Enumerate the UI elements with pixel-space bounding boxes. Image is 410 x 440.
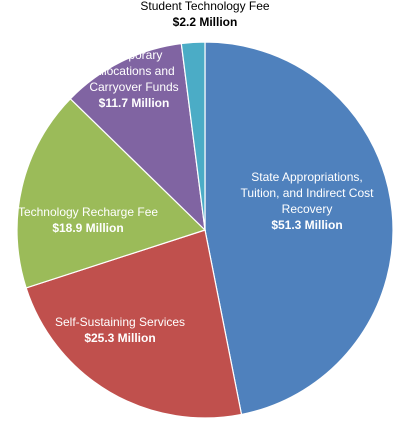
slice-value-label: $11.7 Million <box>99 96 170 110</box>
slice-label-student-technology-fee: Student Technology Fee $2.2 Million <box>140 0 270 29</box>
slice-label-line: Tuition, and Indirect Cost <box>241 186 375 200</box>
slice-label-line: Self-Sustaining Services <box>55 315 185 329</box>
slice-value-label: $51.3 Million <box>271 218 342 232</box>
slice-label-line: Recovery <box>282 202 333 216</box>
pie-slice-self-sustaining-services <box>25 229 243 419</box>
slice-value-label: $2.2 Million <box>173 15 238 29</box>
slice-label-technology-recharge-fee: Technology Recharge Fee $18.9 Million <box>18 205 158 235</box>
slice-label-line: Student Technology Fee <box>140 0 270 13</box>
slice-label-state-appropriations-tuition-and-indirect-cost-recovery: State Appropriations, Tuition, and Indire… <box>241 170 375 232</box>
pie-slices <box>16 41 394 419</box>
slice-label-line: Carryover Funds <box>89 80 178 94</box>
slice-value-label: $25.3 Million <box>84 331 155 345</box>
slice-label-line: State Appropriations, <box>251 170 362 184</box>
pie-slice-student-technology-fee <box>180 41 206 231</box>
pie-slice-technology-recharge-fee <box>16 97 207 289</box>
slice-label-self-sustaining-services: Self-Sustaining Services $25.3 Million <box>55 315 185 345</box>
slice-label-temporary-allocations-and-carryover-funds: Temporary Allocations and Carryover Funds $… <box>89 48 178 110</box>
slice-label-line: Technology Recharge Fee <box>18 205 158 219</box>
slice-value-label: $18.9 Million <box>52 221 123 235</box>
pie-slice-state-appropriations-tuition-and-indirect-cost-recovery <box>204 41 394 416</box>
pie-labels: State Appropriations, Tuition, and Indire… <box>18 0 374 345</box>
slice-label-line: Temporary <box>106 48 163 62</box>
pie-slice-temporary-allocations-and-carryover-funds <box>69 42 206 232</box>
slice-label-line: Allocations and <box>93 64 174 78</box>
